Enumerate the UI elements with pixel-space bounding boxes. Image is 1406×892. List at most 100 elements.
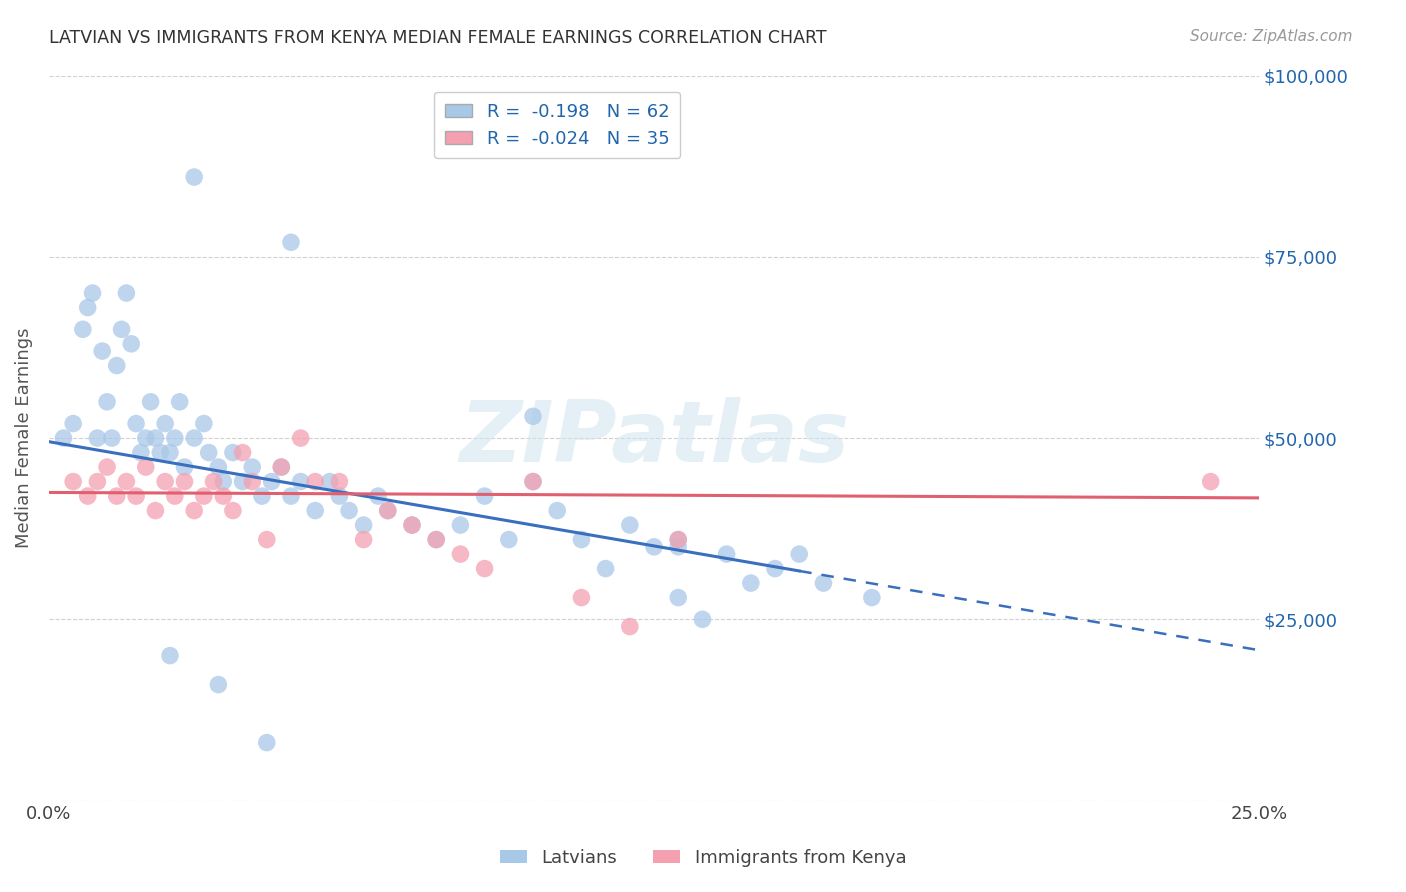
Point — [120, 336, 142, 351]
Point — [159, 445, 181, 459]
Point — [498, 533, 520, 547]
Point — [86, 431, 108, 445]
Point — [328, 475, 350, 489]
Point — [449, 547, 471, 561]
Point — [740, 576, 762, 591]
Point — [115, 286, 138, 301]
Point — [787, 547, 810, 561]
Point — [666, 533, 689, 547]
Point — [425, 533, 447, 547]
Point — [337, 503, 360, 517]
Point — [129, 445, 152, 459]
Text: ZIPatlas: ZIPatlas — [458, 397, 849, 480]
Point — [159, 648, 181, 663]
Point — [290, 431, 312, 445]
Point — [290, 475, 312, 489]
Point — [207, 677, 229, 691]
Point — [860, 591, 883, 605]
Point — [135, 460, 157, 475]
Point — [319, 475, 342, 489]
Point — [401, 518, 423, 533]
Legend: R =  -0.198   N = 62, R =  -0.024   N = 35: R = -0.198 N = 62, R = -0.024 N = 35 — [434, 92, 681, 159]
Point — [256, 736, 278, 750]
Point — [183, 503, 205, 517]
Text: LATVIAN VS IMMIGRANTS FROM KENYA MEDIAN FEMALE EARNINGS CORRELATION CHART: LATVIAN VS IMMIGRANTS FROM KENYA MEDIAN … — [49, 29, 827, 46]
Point — [619, 619, 641, 633]
Point — [125, 489, 148, 503]
Point — [716, 547, 738, 561]
Point — [62, 417, 84, 431]
Point — [280, 235, 302, 250]
Point — [197, 445, 219, 459]
Point — [474, 489, 496, 503]
Point — [232, 475, 254, 489]
Point — [270, 460, 292, 475]
Point — [353, 518, 375, 533]
Point — [145, 431, 167, 445]
Point — [145, 503, 167, 517]
Point — [82, 286, 104, 301]
Point — [193, 417, 215, 431]
Point — [207, 460, 229, 475]
Point — [91, 344, 114, 359]
Point — [222, 445, 245, 459]
Point — [377, 503, 399, 517]
Point — [377, 503, 399, 517]
Point — [328, 489, 350, 503]
Point — [76, 489, 98, 503]
Point — [666, 533, 689, 547]
Y-axis label: Median Female Earnings: Median Female Earnings — [15, 328, 32, 549]
Point — [96, 460, 118, 475]
Point — [304, 475, 326, 489]
Point — [666, 540, 689, 554]
Point — [619, 518, 641, 533]
Point — [149, 445, 172, 459]
Point — [169, 394, 191, 409]
Point — [173, 460, 195, 475]
Point — [571, 533, 593, 547]
Point — [304, 503, 326, 517]
Point — [280, 489, 302, 503]
Point — [222, 503, 245, 517]
Point — [813, 576, 835, 591]
Point — [72, 322, 94, 336]
Point — [202, 475, 225, 489]
Point — [135, 431, 157, 445]
Point — [52, 431, 75, 445]
Point — [153, 417, 176, 431]
Point — [367, 489, 389, 503]
Text: Source: ZipAtlas.com: Source: ZipAtlas.com — [1189, 29, 1353, 44]
Point — [425, 533, 447, 547]
Point — [105, 489, 128, 503]
Point — [250, 489, 273, 503]
Point — [96, 394, 118, 409]
Point — [183, 169, 205, 184]
Point — [115, 475, 138, 489]
Point — [1199, 475, 1222, 489]
Point — [193, 489, 215, 503]
Point — [522, 475, 544, 489]
Point — [212, 475, 235, 489]
Point — [183, 431, 205, 445]
Point — [522, 409, 544, 424]
Point — [163, 489, 186, 503]
Point — [105, 359, 128, 373]
Point — [546, 503, 568, 517]
Point — [110, 322, 132, 336]
Point — [76, 301, 98, 315]
Point — [62, 475, 84, 489]
Point — [163, 431, 186, 445]
Point — [353, 533, 375, 547]
Point — [401, 518, 423, 533]
Point — [256, 533, 278, 547]
Point — [240, 460, 263, 475]
Point — [139, 394, 162, 409]
Point — [763, 561, 786, 575]
Legend: Latvians, Immigrants from Kenya: Latvians, Immigrants from Kenya — [492, 842, 914, 874]
Point — [692, 612, 714, 626]
Point — [643, 540, 665, 554]
Point — [522, 475, 544, 489]
Point — [449, 518, 471, 533]
Point — [666, 591, 689, 605]
Point — [240, 475, 263, 489]
